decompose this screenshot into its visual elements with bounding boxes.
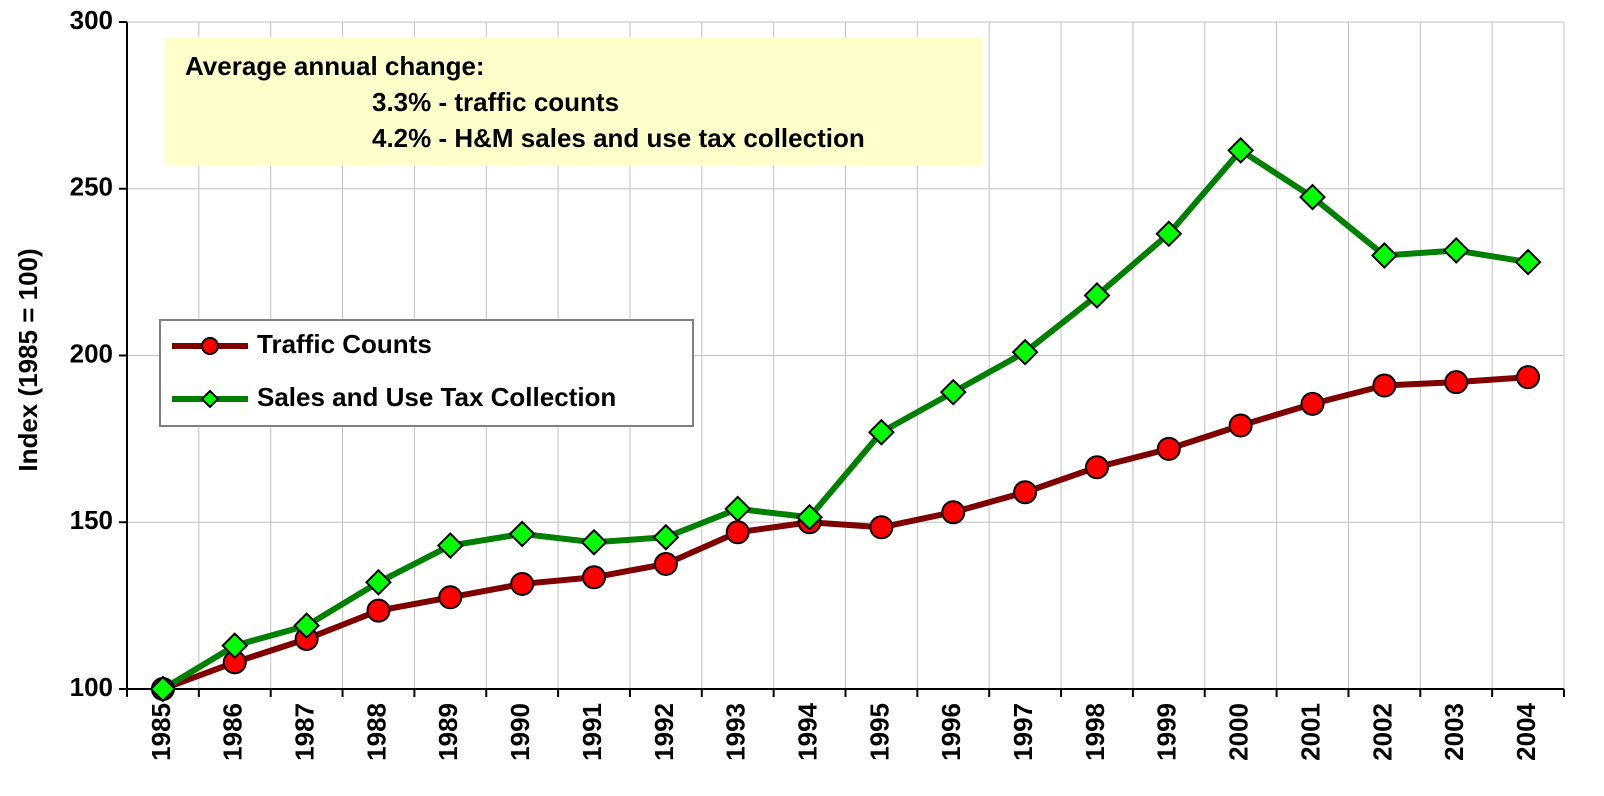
point bbox=[725, 520, 750, 545]
point bbox=[868, 418, 895, 446]
point bbox=[724, 495, 752, 523]
series-line bbox=[161, 147, 1529, 692]
annotation-box bbox=[165, 37, 983, 166]
point bbox=[1442, 237, 1470, 264]
point bbox=[580, 528, 608, 556]
point bbox=[1516, 365, 1541, 390]
point bbox=[1013, 480, 1038, 505]
point bbox=[1514, 248, 1542, 276]
series-line bbox=[161, 374, 1529, 692]
x-tick-label: 1987 bbox=[290, 703, 320, 761]
legend: Traffic Counts Sales and Use Tax Collecti… bbox=[159, 319, 694, 427]
x-tick-label: 1998 bbox=[1080, 703, 1110, 761]
x-tick-label: 1986 bbox=[218, 703, 248, 761]
x-tick-label: 1999 bbox=[1152, 703, 1182, 761]
point bbox=[869, 515, 894, 540]
x-tick-label: 2003 bbox=[1439, 703, 1469, 761]
x-tick-label: 1990 bbox=[505, 703, 535, 761]
point bbox=[1227, 136, 1255, 164]
point bbox=[1084, 455, 1109, 480]
x-tick-label: 1985 bbox=[146, 703, 176, 761]
annotation-text: 4.2% - H&M sales and use tax collection bbox=[372, 123, 865, 153]
point bbox=[438, 585, 463, 610]
x-tick-label: 1991 bbox=[577, 703, 607, 761]
x-tick-label: 2004 bbox=[1511, 702, 1541, 760]
x-tick-label: 1988 bbox=[361, 703, 391, 761]
point bbox=[508, 520, 536, 548]
point bbox=[1300, 391, 1325, 416]
x-tick-label: 2000 bbox=[1224, 703, 1254, 761]
x-tick-label: 1995 bbox=[864, 703, 894, 761]
x-tick-label: 2002 bbox=[1367, 703, 1397, 761]
x-tick-label: 1992 bbox=[649, 703, 679, 761]
point bbox=[149, 675, 177, 703]
y-tick-label: 300 bbox=[70, 5, 113, 35]
point bbox=[1444, 370, 1469, 395]
legend-label: Traffic Counts bbox=[257, 329, 432, 359]
y-tick-label: 200 bbox=[70, 338, 113, 368]
point bbox=[293, 612, 321, 640]
point bbox=[221, 632, 249, 660]
y-tick-label: 100 bbox=[70, 672, 113, 702]
x-tick-label: 1993 bbox=[721, 703, 751, 761]
point bbox=[1155, 220, 1183, 248]
annotation-text: 3.3% - traffic counts bbox=[372, 87, 619, 117]
point bbox=[1299, 183, 1326, 211]
point bbox=[796, 503, 823, 531]
point bbox=[510, 571, 535, 596]
point bbox=[941, 500, 966, 525]
x-tick-label: 1997 bbox=[1008, 703, 1038, 761]
point bbox=[436, 532, 464, 560]
point bbox=[365, 568, 392, 596]
point bbox=[939, 378, 967, 406]
point bbox=[1372, 373, 1397, 398]
legend-box bbox=[159, 319, 694, 427]
y-axis-label: Index (1985 = 100) bbox=[13, 248, 43, 471]
point bbox=[582, 565, 607, 590]
y-tick-label: 150 bbox=[70, 505, 113, 535]
legend-label: Sales and Use Tax Collection bbox=[257, 382, 616, 412]
x-tick-label: 2001 bbox=[1295, 703, 1325, 761]
point bbox=[200, 389, 220, 409]
annotation-text: Average annual change: bbox=[185, 51, 485, 81]
x-tick-label: 1996 bbox=[936, 703, 966, 761]
point bbox=[652, 523, 680, 551]
point bbox=[1370, 242, 1398, 269]
x-tick-label: 1994 bbox=[792, 702, 822, 760]
point bbox=[366, 598, 391, 623]
y-tick-label: 250 bbox=[70, 172, 113, 202]
point bbox=[1083, 282, 1111, 309]
point bbox=[201, 337, 219, 355]
point bbox=[1011, 338, 1039, 366]
x-tick-label: 1989 bbox=[433, 703, 463, 761]
point bbox=[653, 551, 678, 576]
point bbox=[1156, 436, 1181, 461]
point bbox=[1228, 413, 1253, 438]
